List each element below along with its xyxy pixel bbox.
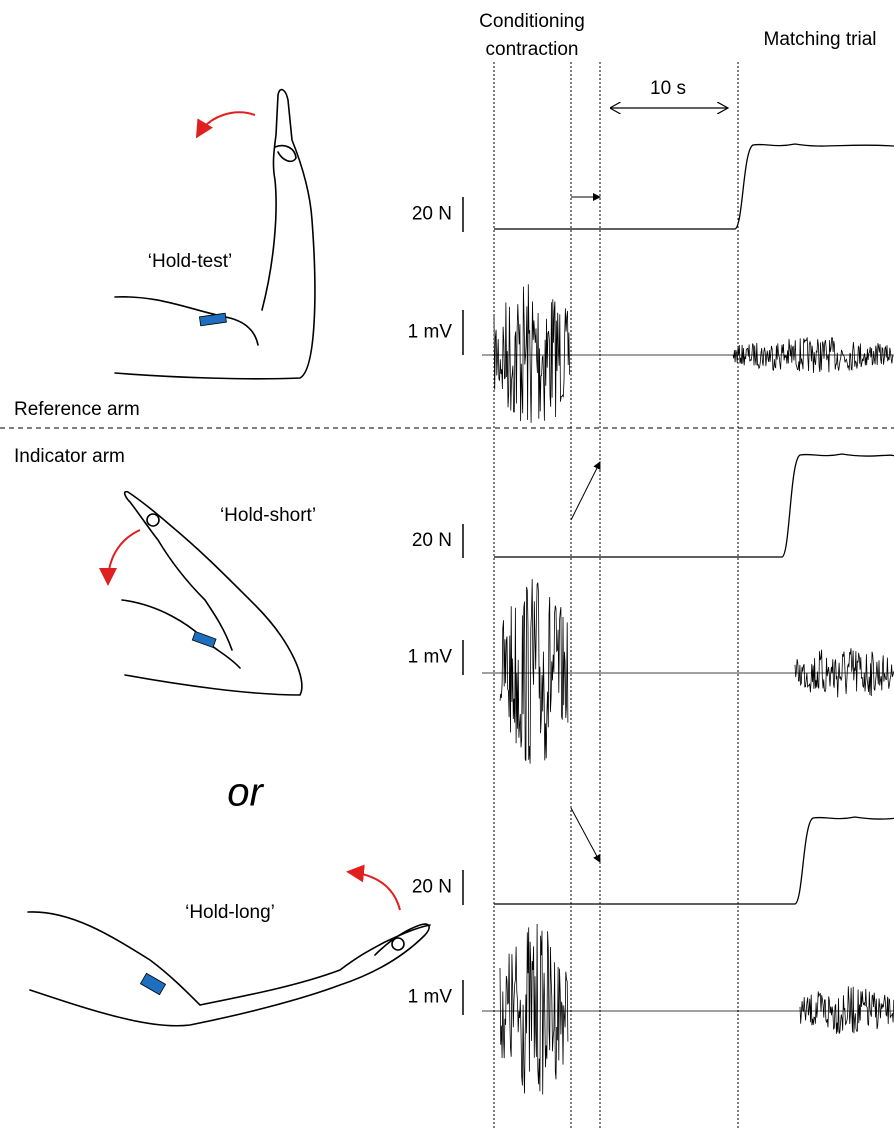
emg-burst	[500, 579, 568, 764]
force-trace	[494, 144, 894, 229]
matching-label: Matching trial	[764, 29, 877, 50]
traces: ‘Hold-test’ 20 N 1 mV ‘Hold-short’ 20 N 1 mV ‘…	[148, 144, 894, 1095]
figure: Conditioning contraction Matching trial …	[0, 0, 894, 1130]
conditioning-label: contraction	[486, 39, 579, 60]
condition-label: ‘Hold-long’	[185, 902, 275, 923]
emg-burst	[800, 986, 894, 1034]
conditioning-label: Conditioning	[479, 11, 585, 32]
emg-scale-label: 1 mV	[408, 987, 453, 1008]
arm-hold-long	[28, 872, 430, 1026]
delay-arrow	[571, 462, 600, 520]
force-trace	[494, 817, 894, 904]
condition-label: ‘Hold-test’	[148, 251, 232, 272]
indicator-arm-label: Indicator arm	[14, 446, 125, 467]
force-scale-label: 20 N	[412, 204, 452, 225]
force-trace	[494, 454, 894, 557]
force-scale-label: 20 N	[412, 530, 452, 551]
condition-label: ‘Hold-short’	[220, 505, 316, 526]
force-scale-label: 20 N	[412, 877, 452, 898]
emg-scale-label: 1 mV	[408, 647, 453, 668]
emg-burst	[500, 924, 568, 1095]
time-scale-label: 10 s	[650, 78, 686, 99]
delay-arrow	[571, 808, 600, 862]
or-label: or	[227, 771, 264, 815]
reference-arm-label: Reference arm	[14, 399, 140, 420]
arm-hold-test	[115, 90, 315, 379]
emg-scale-label: 1 mV	[408, 322, 453, 343]
emg-burst	[494, 284, 570, 423]
